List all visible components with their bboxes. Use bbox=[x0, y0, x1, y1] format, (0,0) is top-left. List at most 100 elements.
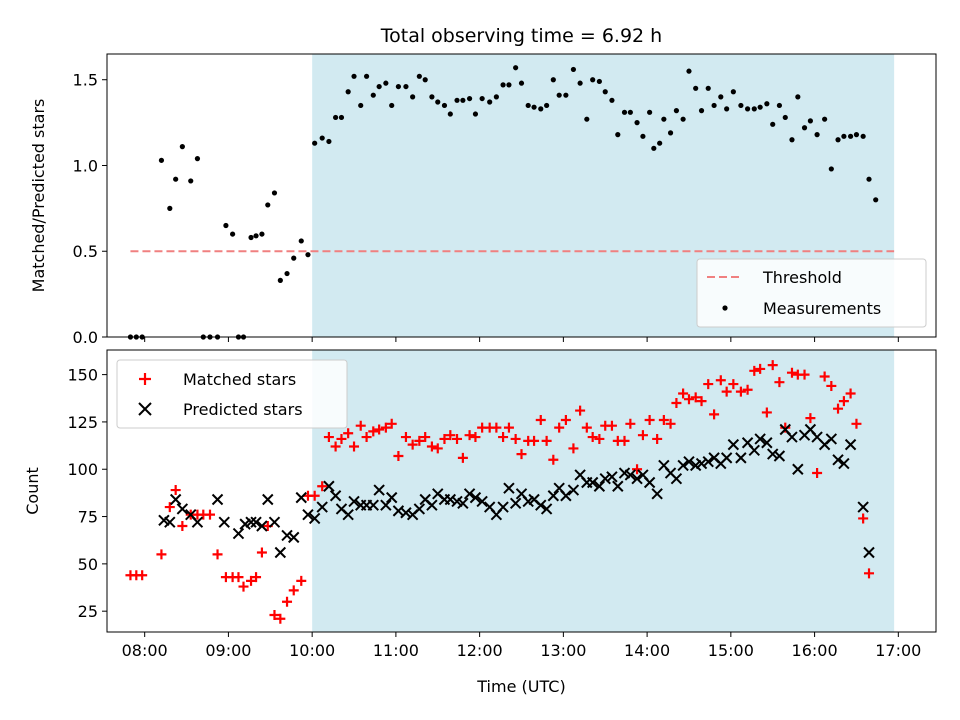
matched-star-point bbox=[296, 575, 307, 586]
predicted-star-point bbox=[444, 493, 457, 506]
predicted-star-point bbox=[767, 448, 779, 460]
measurement-point bbox=[416, 73, 422, 79]
matched-star-point bbox=[581, 422, 592, 433]
top-panel-marks bbox=[127, 65, 879, 340]
measurement-point bbox=[657, 140, 663, 146]
matched-star-point bbox=[851, 418, 862, 429]
predicted-star-point bbox=[509, 497, 522, 510]
matched-star-point bbox=[812, 468, 823, 479]
measurement-point bbox=[835, 137, 841, 143]
matched-star-point bbox=[529, 435, 540, 446]
matched-star-point bbox=[838, 396, 849, 407]
measurement-point bbox=[179, 144, 185, 150]
top-y-axis-label: Matched/Predicted stars bbox=[29, 99, 48, 293]
matched-star-point bbox=[491, 422, 502, 433]
matched-star-point bbox=[690, 392, 701, 403]
predicted-star-point bbox=[702, 455, 714, 468]
predicted-star-point bbox=[773, 450, 786, 462]
predicted-star-point bbox=[761, 437, 773, 449]
matched-star-point bbox=[786, 367, 797, 378]
y-tick-label: 1.0 bbox=[73, 156, 98, 175]
measurement-point bbox=[312, 140, 318, 146]
legend-x-marker bbox=[138, 402, 152, 416]
matched-star-point bbox=[164, 502, 175, 513]
measurement-point bbox=[647, 109, 653, 115]
predicted-star-point bbox=[367, 499, 379, 511]
matched-star-point bbox=[644, 415, 655, 426]
matched-star-point bbox=[594, 433, 605, 444]
measurement-point bbox=[596, 78, 602, 85]
predicted-star-point bbox=[256, 520, 268, 532]
matched-star-point bbox=[420, 432, 431, 443]
measurement-point bbox=[410, 94, 416, 100]
predicted-star-point bbox=[316, 501, 328, 513]
measurement-point bbox=[319, 135, 325, 141]
measurement-point bbox=[194, 156, 201, 162]
matched-star-point bbox=[548, 454, 559, 465]
predicted-star-point bbox=[469, 491, 482, 504]
matched-star-point bbox=[251, 572, 262, 583]
measurement-point bbox=[500, 82, 506, 88]
matched-star-point bbox=[665, 418, 676, 429]
measurement-point bbox=[513, 65, 519, 71]
matched-star-point bbox=[317, 481, 328, 492]
measurement-point bbox=[403, 83, 409, 90]
matched-star-point bbox=[177, 521, 188, 532]
matched-star-point bbox=[349, 441, 360, 452]
measurement-point bbox=[358, 102, 364, 109]
measurement-point bbox=[860, 133, 866, 139]
matched-star-point bbox=[309, 490, 320, 501]
legend-matched-label: Matched stars bbox=[183, 370, 296, 389]
predicted-star-point bbox=[400, 507, 412, 519]
y-tick-label: 1.5 bbox=[73, 71, 98, 90]
matched-star-point bbox=[568, 443, 579, 454]
matched-star-point bbox=[658, 415, 669, 426]
measurement-point bbox=[158, 157, 165, 163]
predicted-star-point bbox=[786, 431, 798, 443]
measurement-point bbox=[730, 89, 736, 95]
measurement-point bbox=[738, 102, 744, 109]
predicted-star-point bbox=[567, 484, 580, 496]
bottom-panel-x-ticks: 08:00 09:00 10:00 11:00 12:00 13:00 14:00 15:00… bbox=[122, 632, 921, 660]
measurement-point bbox=[789, 137, 795, 143]
measurement-point bbox=[223, 222, 229, 229]
matched-star-point bbox=[464, 430, 475, 441]
predicted-star-point bbox=[323, 480, 335, 492]
measurement-point bbox=[271, 190, 278, 196]
x-axis-label: Time (UTC) bbox=[476, 677, 565, 696]
matched-star-point bbox=[137, 570, 148, 581]
predicted-star-point bbox=[329, 490, 342, 502]
measurement-point bbox=[847, 133, 854, 139]
measurement-point bbox=[661, 116, 667, 122]
predicted-star-point bbox=[476, 495, 488, 508]
measurement-point bbox=[395, 83, 402, 90]
matched-star-point bbox=[819, 371, 830, 382]
predicted-star-point bbox=[164, 516, 176, 528]
matched-star-point bbox=[632, 464, 643, 475]
legend-predicted-swatch bbox=[138, 402, 152, 416]
measurement-point bbox=[751, 106, 757, 112]
measurement-point bbox=[770, 121, 776, 127]
x-tick-label: 08:00 bbox=[122, 641, 168, 660]
y-tick-label: 125 bbox=[67, 413, 98, 432]
measurement-point bbox=[667, 130, 674, 136]
measurement-point bbox=[705, 85, 711, 91]
matched-star-point bbox=[238, 581, 249, 592]
predicted-star-point bbox=[612, 480, 624, 492]
measurement-point bbox=[711, 102, 717, 109]
measurement-point bbox=[556, 92, 562, 98]
matched-star-point bbox=[212, 549, 223, 560]
predicted-star-point bbox=[463, 488, 476, 500]
legend-plus-marker bbox=[139, 373, 151, 385]
bottom-panel: 25 50 75 100 125 150 08:00 09:00 10:00 11:00 12:0… bbox=[23, 349, 937, 696]
matched-star-point bbox=[799, 369, 810, 380]
top-panel: 0.0 0.5 1.0 1.5 Total observing time = 6.92… bbox=[29, 25, 937, 347]
predicted-star-point bbox=[245, 516, 257, 528]
matched-star-point bbox=[336, 433, 347, 444]
predicted-star-point bbox=[413, 503, 426, 515]
measurement-point bbox=[173, 176, 179, 182]
measurement-point bbox=[544, 102, 550, 109]
matched-star-point bbox=[393, 450, 404, 461]
measurement-point bbox=[584, 116, 590, 122]
